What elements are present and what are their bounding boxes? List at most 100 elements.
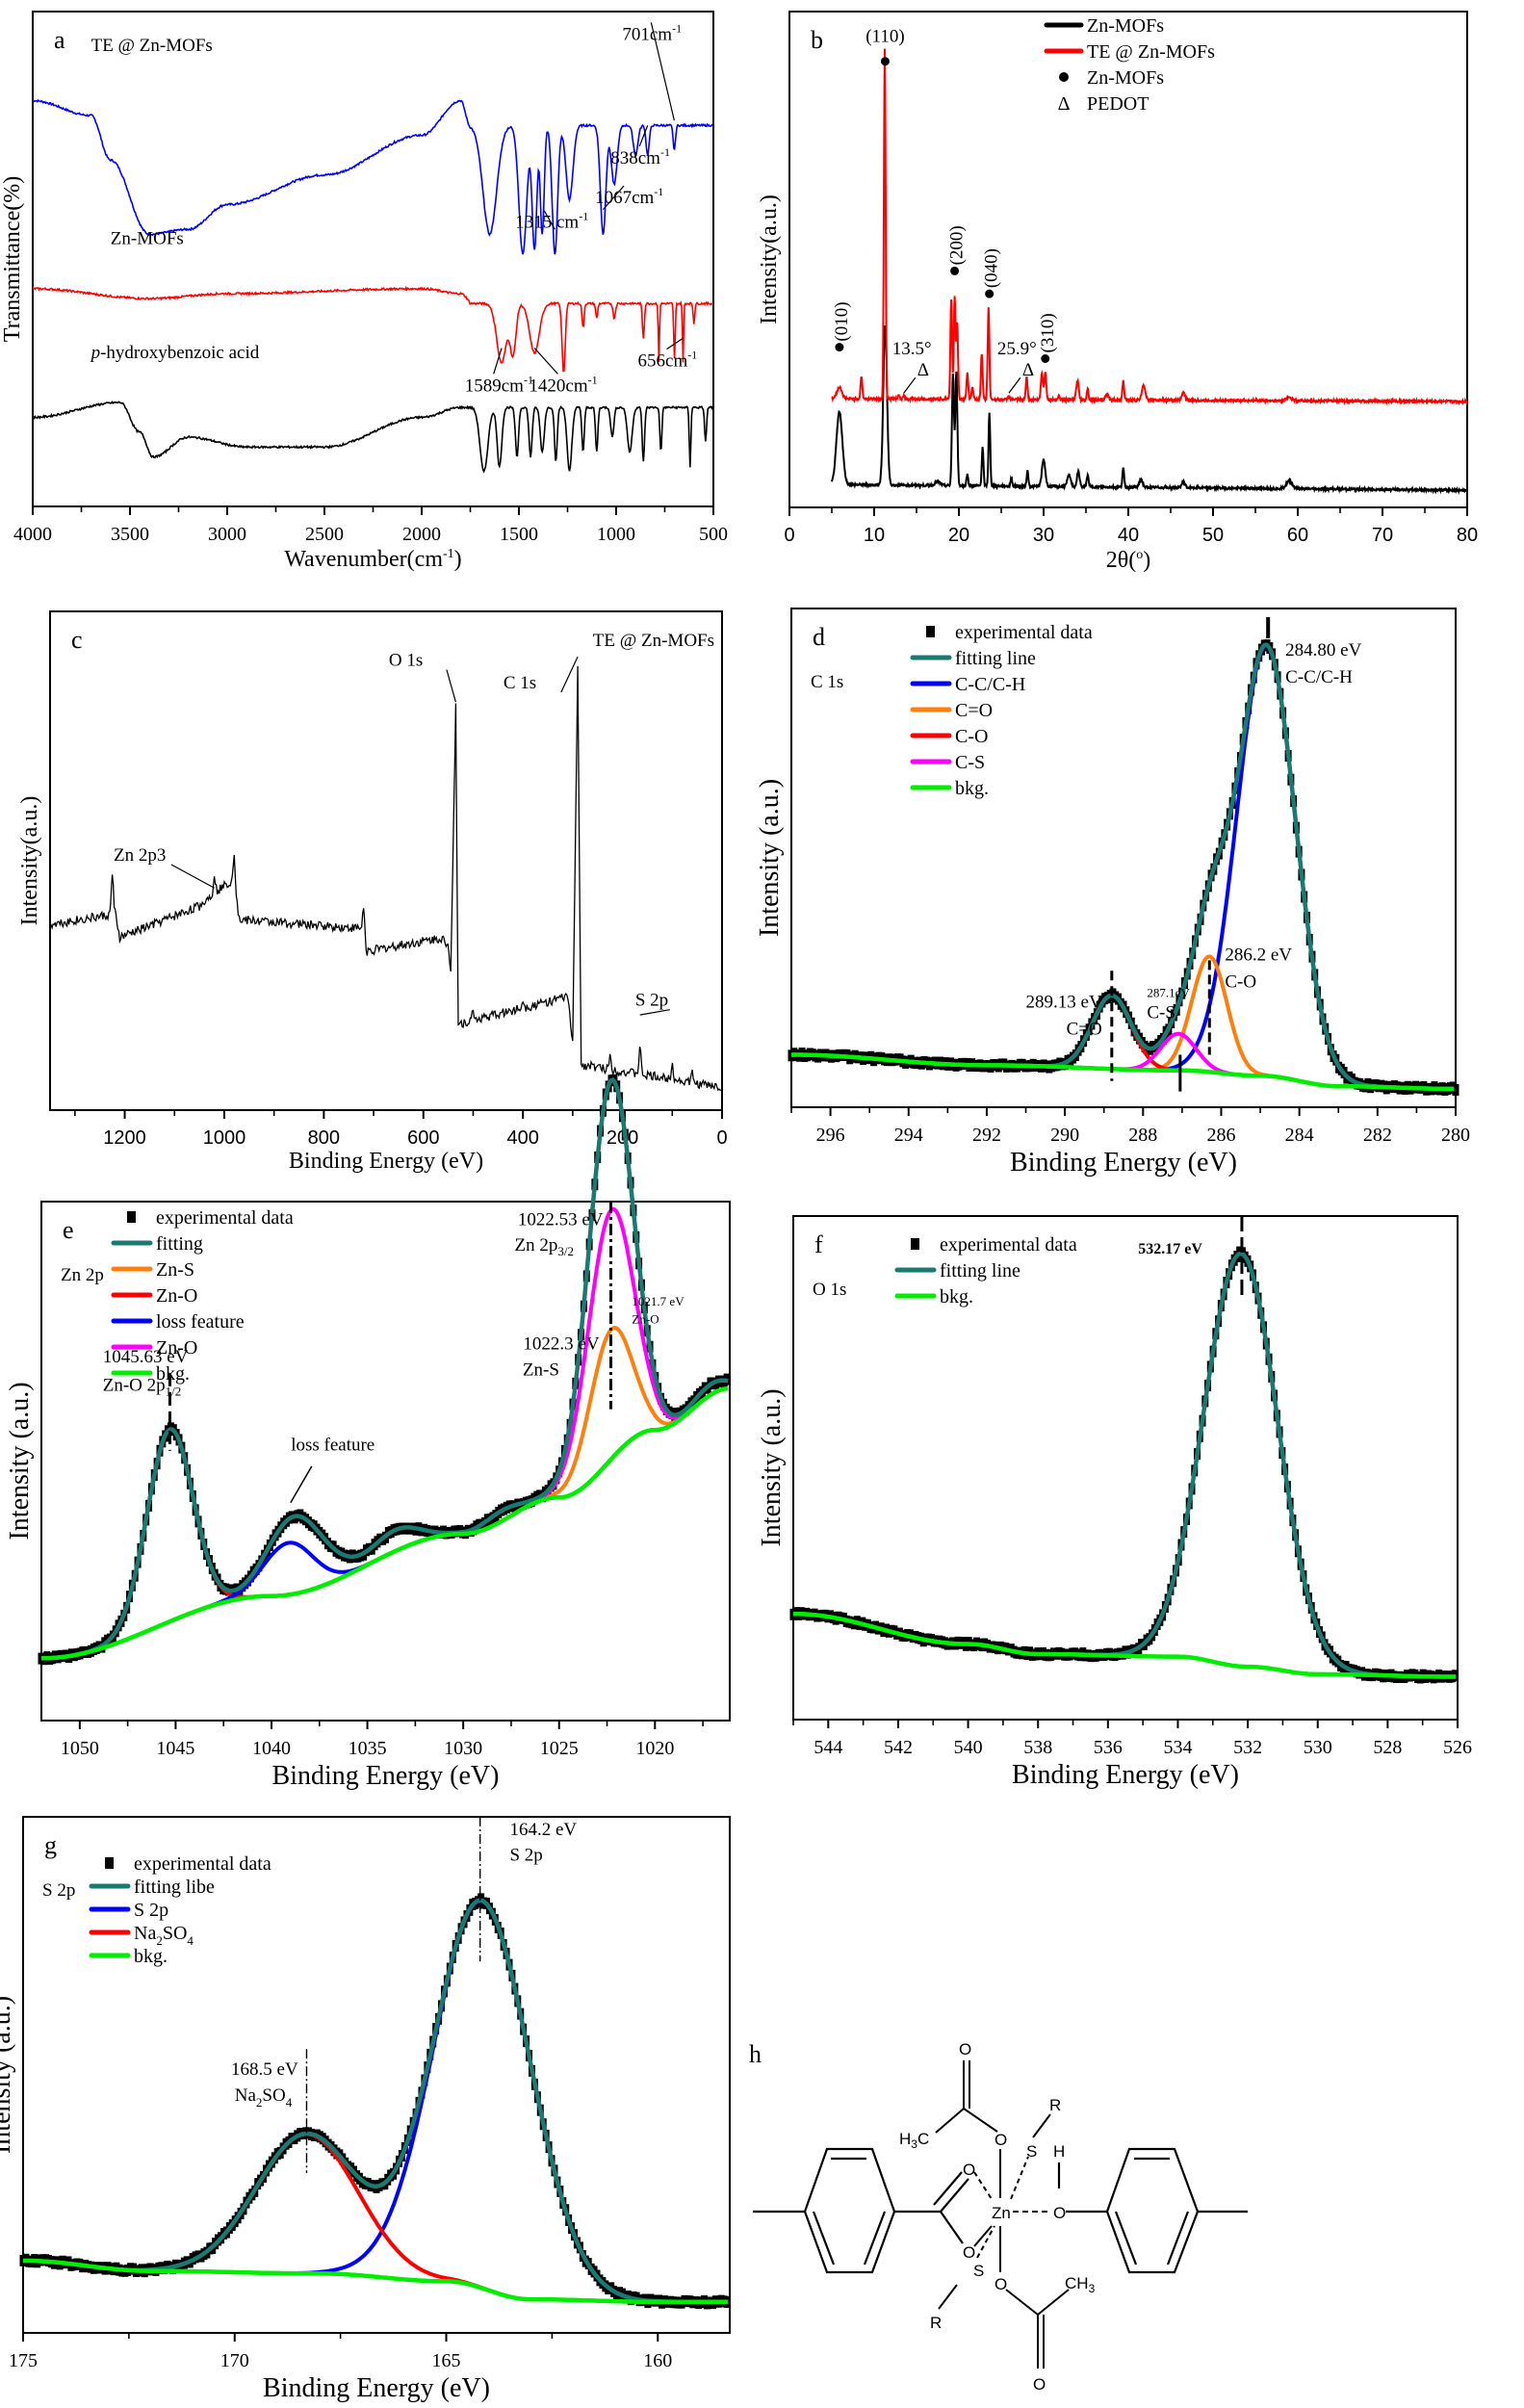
x-tick-label: 170	[220, 2350, 249, 2371]
peak-energy-label: 532.17 eV	[1138, 1241, 1202, 1257]
legend-label: TE @ Zn-MOFs	[1087, 41, 1215, 63]
peak-label: (200)	[947, 225, 968, 265]
x-tick-label: 296	[816, 1125, 845, 1146]
x-tick-label: 400	[506, 1127, 538, 1149]
background-line	[23, 2258, 729, 2305]
atom-ch3: CH3	[1065, 2274, 1096, 2295]
y-axis-title: Intensity (a.u.)	[0, 1996, 16, 2154]
pedot-marker: Δ	[917, 360, 929, 380]
core-level-label: S 2p	[42, 1880, 75, 1901]
x-tick-label: 600	[407, 1127, 439, 1149]
atom-s-top: S	[1026, 2142, 1037, 2161]
x-axis-title: Binding Energy (eV)	[289, 1149, 483, 1174]
peak-assignment-label: Zn 2p3/2	[515, 1235, 574, 1258]
element-annotation: C 1s	[504, 673, 536, 693]
legend-label: C-S	[955, 752, 985, 773]
legend-item: loss feature	[111, 1311, 245, 1333]
x-tick-label: 1025	[540, 1738, 579, 1759]
legend-label: C-C/C-H	[955, 674, 1025, 695]
legend-label: Zn-O	[156, 1337, 197, 1359]
legend-label: experimental data	[955, 622, 1093, 643]
legend-label: fitting line	[940, 1260, 1020, 1282]
plot-frame-g	[22, 1816, 731, 2334]
atom-o-bottom-carbonyl: O	[1033, 2375, 1046, 2394]
x-tick-label: 50	[1202, 525, 1224, 546]
x-tick-label: 280	[1441, 1125, 1470, 1146]
legend-item: fitting libe	[89, 1877, 215, 1898]
legend-label: bkg.	[940, 1286, 973, 1308]
atom-h-top: H	[1053, 2142, 1065, 2161]
legend-item: bkg.	[910, 778, 989, 799]
x-tick-label: 540	[954, 1737, 983, 1758]
panel-letter: a	[54, 26, 65, 54]
peak-assignment-label: Zn-O 2p1/2	[103, 1376, 182, 1399]
peak-assignment-label: Zn-O	[632, 1312, 659, 1327]
zn-coordination-bonds	[935, 2060, 1070, 2369]
right-benzene-ring	[1057, 2147, 1248, 2274]
x-tick-label: 500	[699, 524, 728, 545]
pedot-angle-label: 25.9°	[997, 339, 1037, 359]
y-axis-title: Transmittance(%)	[0, 176, 25, 342]
background-line	[793, 1611, 1457, 1679]
legend-marker-dot	[1059, 72, 1069, 82]
background-line	[791, 1052, 1455, 1092]
legend-item: fitting line	[910, 648, 1036, 669]
atom-labels: Zn O O H3C S R H O O O S R O CH3 O	[899, 2040, 1096, 2394]
panel-e-zn2p: 1050 1045 1040 1035 1030 1025 1020 Binding Ener…	[5, 1074, 731, 1791]
peak-annotation: 656cm-1	[638, 349, 698, 372]
peak-energy-label: 1022.3 eV	[523, 1334, 599, 1355]
plot-frame-d	[790, 608, 1457, 1108]
x-tick-label: 1050	[61, 1738, 99, 1759]
annotation-leader	[666, 337, 684, 350]
legend-item: Zn-MOFs	[1044, 15, 1164, 37]
x-tick-label: 3000	[208, 524, 246, 545]
x-tick-label: 1000	[203, 1127, 246, 1149]
legend-item: Zn-O	[111, 1285, 197, 1307]
x-tick-label: 10	[864, 525, 885, 546]
component-c-c-c-h	[791, 643, 1455, 1091]
plot-frame-f	[792, 1215, 1459, 1721]
x-axis-title: Binding Energy (eV)	[1012, 1760, 1239, 1790]
atom-zn: Zn	[992, 2204, 1011, 2222]
atom-r-bottom: R	[930, 2314, 942, 2332]
panel-h-structure: h	[749, 2040, 1248, 2394]
panel-letter: d	[813, 623, 825, 651]
panel-g-s2p: 175 170 165 160 Binding Energy (eV) Intensity…	[0, 1816, 731, 2403]
x-tick-label: 542	[884, 1737, 913, 1758]
survey-spectrum	[49, 665, 722, 1092]
peak-energy-label: 168.5 eV	[231, 2059, 298, 2080]
atom-o-top-carbonyl: O	[959, 2040, 971, 2058]
zn-mof-peak-dot	[835, 343, 844, 352]
annotation-leader	[639, 1009, 670, 1016]
series-line-p-hydroxybenzoic-acid	[32, 401, 714, 474]
peak-assignment-label: Zn-S	[523, 1360, 559, 1381]
panel-letter: g	[44, 1831, 57, 1859]
legend-label: Zn-O	[156, 1285, 197, 1307]
fitting-line	[791, 642, 1455, 1092]
x-tick-label: 800	[308, 1127, 340, 1149]
zn-mof-peak-dot	[950, 266, 960, 275]
annotation-leader	[560, 656, 579, 693]
x-tick-label: 1000	[597, 524, 635, 545]
legend-item: fitting line	[894, 1260, 1020, 1282]
curve-label: p-hydroxybenzoic acid	[90, 343, 260, 363]
legend-item: bkg.	[894, 1286, 973, 1308]
legend-label: experimental data	[156, 1207, 294, 1229]
legend-marker-square	[926, 626, 935, 637]
peak-assignment-label: C=O	[1067, 1019, 1102, 1039]
legend-label: bkg.	[156, 1363, 190, 1385]
panel-d-c1s: 296 294 292 290 288 286 284 282 280 Binding Energ…	[755, 608, 1470, 1178]
legend-item: TE @ Zn-MOFs	[1044, 41, 1215, 63]
legend-label: bkg.	[955, 778, 989, 799]
x-tick-label: 160	[643, 2350, 672, 2371]
peak-label: (310)	[1038, 313, 1058, 352]
experimental-data-points	[788, 639, 1459, 1097]
legend-item: experimental data	[127, 1207, 294, 1229]
x-tick-label: 532	[1233, 1737, 1262, 1758]
legend-item: Na2SO4	[89, 1923, 194, 1948]
component-s-2p	[23, 1899, 729, 2304]
peak-annotation: 1589cm-1	[465, 373, 533, 396]
legend-item: Zn-MOFs	[1059, 67, 1164, 89]
x-tick-label: 282	[1363, 1125, 1392, 1146]
